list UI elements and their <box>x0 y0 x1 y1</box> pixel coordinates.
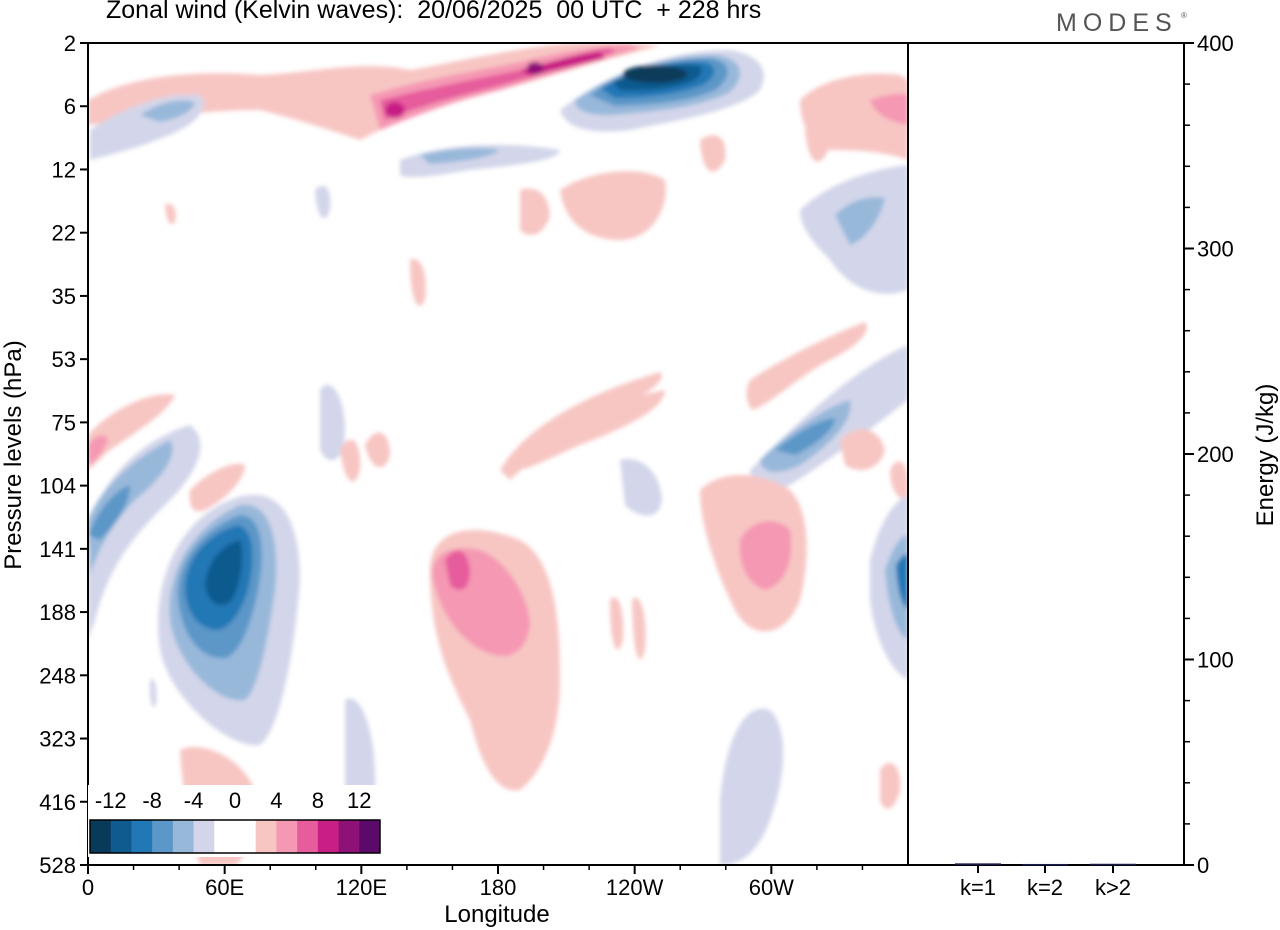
x-tick-label: 0 <box>82 875 94 900</box>
energy-tick-label: 300 <box>1197 237 1234 262</box>
y-tick-label: 22 <box>52 221 76 246</box>
colorbar-label: 8 <box>312 788 324 813</box>
y-axis-label: Pressure levels (hPa) <box>0 340 27 569</box>
x-tick-label: 120E <box>336 875 387 900</box>
y-tick-label: 528 <box>39 853 76 878</box>
energy-bar <box>1090 863 1136 866</box>
energy-bars: k=1 k=2 k>2 <box>955 863 1136 900</box>
colorbar-swatch <box>276 820 298 853</box>
colorbar-swatch <box>338 820 360 853</box>
energy-axis-label: Energy (J/kg) <box>1252 384 1279 527</box>
colorbar-swatch <box>214 820 236 853</box>
energy-tick-label: 400 <box>1197 31 1234 56</box>
chart-title: Zonal wind (Kelvin waves): 20/06/2025 00… <box>106 0 762 24</box>
colorbar-swatch <box>90 820 112 853</box>
y-tick-label: 104 <box>39 474 76 499</box>
y-tick-label: 248 <box>39 663 76 688</box>
x-tick-label: 180 <box>480 875 517 900</box>
y-axis: 2 6 12 22 35 53 75 104 141 188 248 323 416 528 <box>39 31 88 878</box>
x-axis: 0 60E 120E 180 120W 60W <box>82 865 864 900</box>
y-tick-label: 188 <box>39 600 76 625</box>
colorbar-swatch <box>317 820 340 853</box>
colorbar: -12 -8 -4 0 4 8 12 <box>88 785 382 857</box>
heatmap-field <box>88 43 908 865</box>
registered-mark: ® <box>1181 11 1187 20</box>
colorbar-swatch <box>235 820 257 853</box>
x-tick-label: 60E <box>205 875 244 900</box>
y-tick-label: 2 <box>64 31 76 56</box>
modes-logo: MODES <box>1056 9 1178 37</box>
colorbar-label: -8 <box>142 788 162 813</box>
colorbar-label: 12 <box>347 788 371 813</box>
colorbar-swatch <box>193 820 215 853</box>
troposphere-features <box>88 322 908 865</box>
colorbar-label: -12 <box>95 788 127 813</box>
y-tick-label: 75 <box>52 410 76 435</box>
energy-axis: 0 100 200 300 400 <box>1184 31 1234 878</box>
y-tick-label: 53 <box>52 347 76 372</box>
y-tick-label: 323 <box>39 727 76 752</box>
x-axis-label: Longitude <box>444 901 549 928</box>
energy-tick-label: 0 <box>1197 853 1209 878</box>
colorbar-label: -4 <box>184 788 204 813</box>
y-tick-label: 6 <box>64 94 76 119</box>
energy-cat-label: k=2 <box>1027 875 1063 900</box>
energy-tick-label: 200 <box>1197 442 1234 467</box>
energy-bar <box>955 863 1001 865</box>
colorbar-swatch <box>152 820 174 853</box>
colorbar-swatch <box>359 820 381 853</box>
energy-cat-label: k>2 <box>1095 875 1131 900</box>
colorbar-swatch <box>110 820 132 853</box>
x-tick-label: 120W <box>606 875 664 900</box>
y-tick-label: 35 <box>52 284 76 309</box>
energy-cat-label: k=1 <box>960 875 996 900</box>
y-tick-label: 12 <box>52 157 76 182</box>
y-tick-label: 416 <box>39 790 76 815</box>
colorbar-frame <box>89 819 381 854</box>
energy-frame <box>907 42 1185 866</box>
upper-stratosphere-band <box>88 43 908 306</box>
colorbar-swatch <box>172 820 195 853</box>
colorbar-swatch <box>131 820 153 853</box>
y-tick-label: 141 <box>39 537 76 562</box>
energy-tick-label: 100 <box>1197 648 1234 673</box>
colorbar-label: 0 <box>229 788 241 813</box>
energy-bar <box>1022 863 1068 866</box>
colorbar-swatch <box>255 820 277 853</box>
colorbar-label: 4 <box>270 788 282 813</box>
x-tick-label: 60W <box>749 875 794 900</box>
colorbar-swatch <box>297 820 319 853</box>
